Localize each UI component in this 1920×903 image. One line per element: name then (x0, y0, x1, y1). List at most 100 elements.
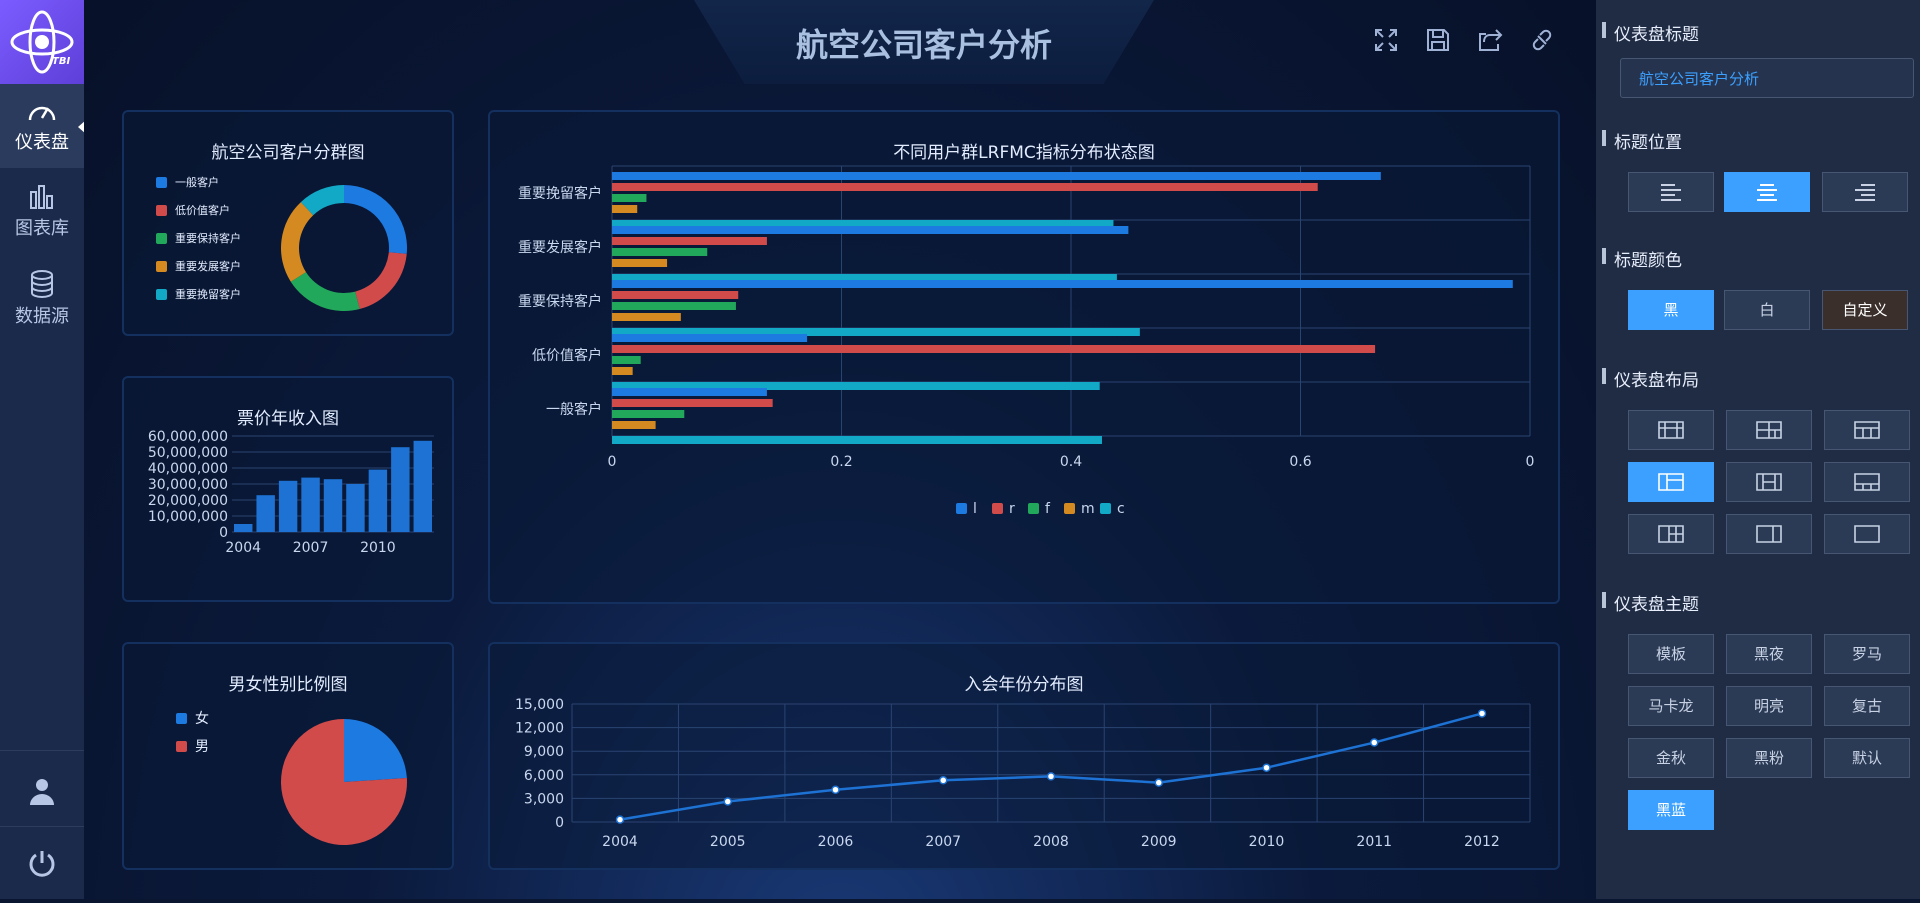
theme-option[interactable]: 默认 (1824, 738, 1910, 778)
user-button[interactable] (0, 750, 84, 826)
ticket-revenue-panel[interactable]: 票价年收入图 60,000,000 50,000,000 40,000,000 30,… (122, 376, 454, 602)
theme-option[interactable]: 金秋 (1628, 738, 1714, 778)
bar (301, 477, 320, 532)
layout-option-1[interactable] (1628, 410, 1714, 450)
legend-item[interactable]: 重要挽留客户 (156, 280, 241, 308)
x-tick-label: 2004 (225, 540, 261, 556)
bar (278, 480, 298, 532)
bar (256, 495, 275, 532)
gender-ratio-panel[interactable]: 男女性别比例图 女男 (122, 642, 454, 870)
hbar (612, 436, 1102, 444)
pie-slice (344, 719, 407, 782)
legend-item[interactable]: 重要发展客户 (156, 252, 241, 280)
legend-swatch (176, 740, 187, 752)
hbar (612, 220, 1114, 228)
layout-icon (1854, 525, 1880, 543)
layout-icon (1756, 473, 1782, 491)
pie-legend: 女男 (176, 704, 209, 760)
dashboard-title-input[interactable] (1620, 58, 1914, 98)
link-icon[interactable] (1528, 26, 1556, 54)
x-tick-label: 0 (1526, 454, 1535, 470)
donut-slice (344, 185, 407, 254)
hbar (612, 183, 1318, 191)
y-tick-label: 12,000 (515, 721, 564, 737)
align-left-button[interactable] (1628, 172, 1714, 212)
hbar (612, 226, 1129, 234)
theme-option[interactable]: 黑蓝 (1628, 790, 1714, 830)
logout-button[interactable] (0, 826, 84, 899)
layout-option-6[interactable] (1824, 462, 1910, 502)
lrfmc-panel[interactable]: 不同用户群LRFMC指标分布状态图 0 0.2 0.4 0.6 0 重要挽留客户 重要发展客… (488, 110, 1560, 604)
theme-option[interactable]: 复古 (1824, 686, 1910, 726)
donut-slice (290, 272, 360, 311)
theme-option[interactable]: 明亮 (1726, 686, 1812, 726)
legend-swatch (1064, 503, 1075, 514)
layout-option-3[interactable] (1824, 410, 1910, 450)
y-tick-label: 15,000 (515, 697, 564, 713)
legend-label: 重要挽留客户 (175, 288, 241, 301)
line-series (619, 712, 1483, 821)
hbar (612, 274, 1117, 282)
legend-item[interactable]: 女 (176, 704, 209, 732)
layout-option-5[interactable] (1726, 462, 1812, 502)
layout-option-9[interactable] (1824, 514, 1910, 554)
dashboard-canvas: 航空公司客户分析 航空公司客户分群图 一般客户 低价值客户 重要保持客户 重要发展客户… (84, 0, 1596, 899)
x-tick-label: 2012 (1464, 834, 1500, 850)
nav-item-data-source[interactable]: 数据源 (0, 256, 84, 340)
legend-swatch (156, 260, 167, 272)
legend-item[interactable]: 一般客户 (156, 168, 241, 196)
x-tick-label: 2009 (1141, 834, 1177, 850)
align-center-button[interactable] (1724, 172, 1810, 212)
hbar (612, 302, 736, 310)
legend-swatch (1100, 503, 1111, 514)
section-title: 标题颜色 (1602, 246, 1682, 271)
layout-icon (1854, 421, 1880, 439)
nav-item-dashboard[interactable]: 仪表盘 (0, 84, 84, 168)
fullscreen-icon[interactable] (1372, 26, 1400, 54)
layout-icon (1756, 525, 1782, 543)
color-custom-button[interactable]: 自定义 (1822, 290, 1908, 330)
section-title: 仪表盘标题 (1602, 20, 1699, 45)
theme-option[interactable]: 马卡龙 (1628, 686, 1714, 726)
x-tick-label: 0.4 (1060, 454, 1082, 470)
x-tick-label: 0 (608, 454, 617, 470)
theme-option[interactable]: 罗马 (1824, 634, 1910, 674)
line-point (1477, 709, 1487, 718)
line-point (831, 785, 840, 794)
layout-option-8[interactable] (1726, 514, 1812, 554)
color-white-button[interactable]: 白 (1724, 290, 1810, 330)
layout-option-2[interactable] (1726, 410, 1812, 450)
bar (234, 524, 253, 532)
nav-item-label: 图表库 (15, 218, 69, 239)
layout-icon (1658, 525, 1684, 543)
x-tick-label: 2007 (925, 834, 961, 850)
customer-segment-panel[interactable]: 航空公司客户分群图 一般客户 低价值客户 重要保持客户 重要发展客户 重要挽留客户 (122, 110, 454, 336)
legend-swatch (156, 288, 167, 300)
color-black-button[interactable]: 黑 (1628, 290, 1714, 330)
hbar (612, 194, 647, 202)
hbar (612, 205, 638, 213)
panel-title: 入会年份分布图 (964, 675, 1084, 695)
layout-option-4[interactable] (1628, 462, 1714, 502)
layout-icon (1756, 421, 1782, 439)
y-tick-label: 10,000,000 (148, 509, 228, 525)
save-icon[interactable] (1424, 26, 1452, 54)
layout-option-7[interactable] (1628, 514, 1714, 554)
line-point (1370, 738, 1379, 747)
theme-option[interactable]: 黑夜 (1726, 634, 1812, 674)
legend-item[interactable]: 男 (176, 732, 209, 760)
share-icon[interactable] (1476, 26, 1504, 54)
join-year-panel[interactable]: 入会年份分布图 15,000 12,000 9,000 6,000 3,000 0 2004… (488, 642, 1560, 870)
theme-option[interactable]: 模板 (1628, 634, 1714, 674)
app-logo[interactable]: TBI (0, 0, 84, 84)
section-title: 标题位置 (1602, 128, 1682, 153)
align-right-button[interactable] (1822, 172, 1908, 212)
y-tick-label: 0 (219, 525, 228, 541)
nav-item-chart-library[interactable]: 图表库 (0, 170, 84, 254)
legend-swatch (156, 176, 167, 188)
legend-item[interactable]: 重要保持客户 (156, 224, 241, 252)
theme-option[interactable]: 黑粉 (1726, 738, 1812, 778)
legend-item[interactable]: 低价值客户 (156, 196, 241, 224)
panel-title: 票价年收入图 (237, 409, 339, 429)
